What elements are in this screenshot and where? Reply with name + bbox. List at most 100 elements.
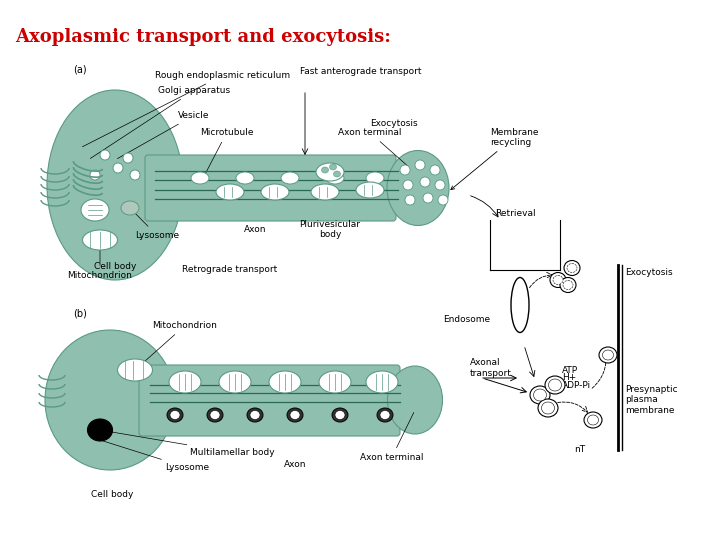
Ellipse shape [387,151,449,226]
Ellipse shape [335,410,345,420]
Ellipse shape [169,371,201,393]
Ellipse shape [366,172,384,184]
FancyBboxPatch shape [139,365,400,436]
Text: Axon terminal: Axon terminal [338,128,408,166]
Ellipse shape [534,389,546,401]
Text: Membrane
recycling: Membrane recycling [451,127,539,190]
Ellipse shape [117,359,153,381]
Ellipse shape [380,410,390,420]
Ellipse shape [319,371,351,393]
Ellipse shape [81,199,109,221]
Ellipse shape [415,160,425,170]
Ellipse shape [170,410,180,420]
Ellipse shape [603,350,613,360]
Text: Fast anterograde transport: Fast anterograde transport [300,67,421,76]
Ellipse shape [113,163,123,173]
FancyBboxPatch shape [145,155,396,221]
Ellipse shape [330,164,336,170]
Ellipse shape [377,408,393,422]
Text: Mitochondrion: Mitochondrion [68,243,132,280]
Ellipse shape [45,330,175,470]
Ellipse shape [88,419,112,441]
Text: Golgi apparatus: Golgi apparatus [90,86,230,158]
Text: Multilamellar body: Multilamellar body [103,430,274,457]
Ellipse shape [311,184,339,200]
Ellipse shape [511,278,529,333]
Text: Mitochondrion: Mitochondrion [137,321,217,368]
Ellipse shape [47,90,183,280]
Text: Axoplasmic transport and exocytosis:: Axoplasmic transport and exocytosis: [15,28,391,46]
Text: Axon: Axon [284,460,306,469]
Text: Presynaptic
plasma
membrane: Presynaptic plasma membrane [625,385,678,415]
Ellipse shape [550,273,566,287]
Ellipse shape [332,408,348,422]
Ellipse shape [219,371,251,393]
Ellipse shape [167,408,183,422]
Ellipse shape [435,180,445,190]
Ellipse shape [420,177,430,187]
Ellipse shape [250,410,260,420]
Text: Retrograde transport: Retrograde transport [182,265,278,274]
Ellipse shape [123,153,133,163]
Ellipse shape [216,184,244,200]
Text: Axonal
transport: Axonal transport [470,359,512,377]
Ellipse shape [564,260,580,275]
Ellipse shape [599,347,617,363]
Ellipse shape [560,278,576,293]
Ellipse shape [326,172,344,184]
Text: Cell body: Cell body [91,490,133,499]
Ellipse shape [563,280,573,289]
Text: Lysosome: Lysosome [132,210,179,240]
Ellipse shape [287,408,303,422]
Text: Cell body: Cell body [94,262,136,271]
Ellipse shape [549,379,562,391]
Ellipse shape [207,408,223,422]
Text: ADP-Pi: ADP-Pi [562,381,591,390]
Ellipse shape [83,230,117,250]
Text: nT: nT [575,445,585,454]
Text: Vesicle: Vesicle [117,111,210,159]
Ellipse shape [130,170,140,180]
Text: Exocytosis: Exocytosis [625,268,672,277]
Ellipse shape [210,410,220,420]
Ellipse shape [588,415,598,425]
Ellipse shape [403,180,413,190]
Ellipse shape [530,386,550,404]
Ellipse shape [430,165,440,175]
Ellipse shape [400,165,410,175]
Ellipse shape [121,201,139,215]
Ellipse shape [366,371,398,393]
Ellipse shape [290,410,300,420]
Text: Retrieval: Retrieval [495,209,536,218]
Ellipse shape [322,167,328,173]
Text: ATP: ATP [562,366,578,375]
Ellipse shape [356,182,384,198]
Text: H+: H+ [562,373,576,382]
Text: (a): (a) [73,65,86,75]
Ellipse shape [541,402,554,414]
Text: Axon terminal: Axon terminal [360,413,423,462]
Ellipse shape [387,366,443,434]
Ellipse shape [236,172,254,184]
Ellipse shape [438,195,448,205]
Text: Axon: Axon [244,225,266,234]
Ellipse shape [269,371,301,393]
Ellipse shape [316,163,344,181]
Ellipse shape [333,171,341,177]
Ellipse shape [261,184,289,200]
Text: Plurivesicular
body: Plurivesicular body [300,220,361,239]
Text: Lysosome: Lysosome [103,441,209,472]
Ellipse shape [545,376,565,394]
Ellipse shape [553,275,563,285]
Ellipse shape [538,399,558,417]
Ellipse shape [247,408,263,422]
Ellipse shape [281,172,299,184]
Text: Endosome: Endosome [443,315,490,325]
Ellipse shape [423,193,433,203]
Ellipse shape [584,412,602,428]
Text: (b): (b) [73,308,87,318]
Ellipse shape [191,172,209,184]
Text: Microtubule: Microtubule [200,128,253,181]
Text: Exocytosis: Exocytosis [370,119,418,128]
Ellipse shape [567,264,577,273]
